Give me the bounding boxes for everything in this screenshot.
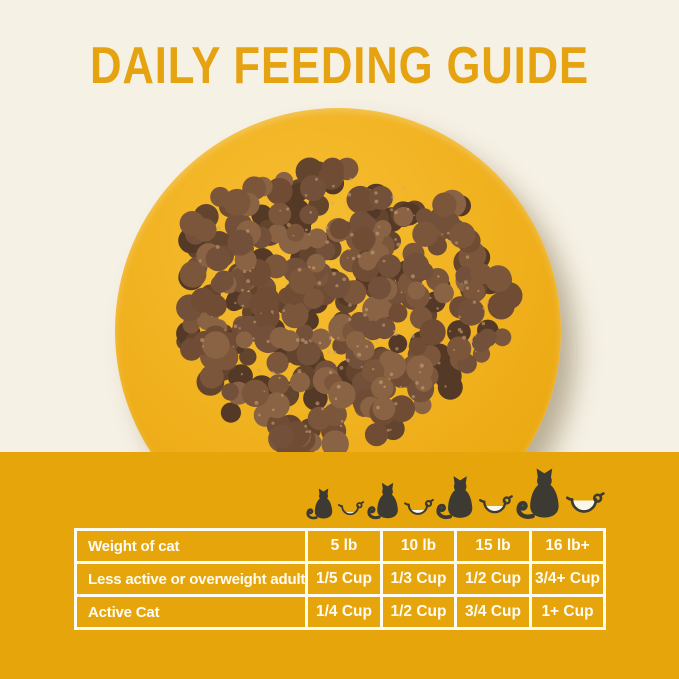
row-header-active: Active Cat bbox=[74, 594, 308, 630]
page-title: DAILY FEEDING GUIDE bbox=[90, 37, 589, 95]
top-section: DAILY FEEDING GUIDE bbox=[90, 37, 589, 452]
row-header-less-active: Less active or overweight adult bbox=[74, 561, 308, 597]
cat-icon bbox=[516, 468, 559, 519]
cat-with-measuring-cup-icon bbox=[367, 481, 435, 520]
table-cell: 15 lb bbox=[454, 528, 532, 564]
measuring-cup-icon bbox=[479, 495, 514, 514]
cat-icon bbox=[436, 476, 473, 519]
cat-icon bbox=[367, 482, 398, 520]
table-row-active: Active Cat 1/4 Cup 1/2 Cup 3/4 Cup 1+ Cu… bbox=[74, 594, 606, 630]
table-cell: 16 lb+ bbox=[529, 528, 606, 564]
table-row-less-active: Less active or overweight adult 1/5 Cup … bbox=[74, 561, 606, 597]
cat-with-measuring-cup-icon bbox=[306, 487, 365, 520]
table-cell: 1/5 Cup bbox=[305, 561, 383, 597]
measuring-cup-icon bbox=[403, 499, 434, 515]
feeding-table: Weight of cat 5 lb 10 lb 15 lb 16 lb+ Le… bbox=[74, 528, 606, 630]
table-cell: 1/3 Cup bbox=[380, 561, 457, 597]
cat-icon bbox=[306, 488, 333, 520]
table-cell: 5 lb bbox=[305, 528, 383, 564]
feeding-info-band: Weight of cat 5 lb 10 lb 15 lb 16 lb+ Le… bbox=[0, 452, 679, 679]
table-cell: 10 lb bbox=[380, 528, 457, 564]
table-cell: 1/4 Cup bbox=[305, 594, 383, 630]
table-cell: 3/4+ Cup bbox=[529, 561, 606, 597]
food-plate bbox=[115, 108, 561, 452]
table-cell: 1/2 Cup bbox=[454, 561, 532, 597]
table-cell: 1/2 Cup bbox=[380, 594, 457, 630]
table-row-weight: Weight of cat 5 lb 10 lb 15 lb 16 lb+ bbox=[74, 528, 606, 564]
cat-with-measuring-cup-icon bbox=[516, 466, 606, 520]
measuring-cup-icon bbox=[338, 501, 365, 516]
row-header-weight: Weight of cat bbox=[74, 528, 308, 564]
table-cell: 1+ Cup bbox=[529, 594, 606, 630]
cat-with-measuring-cup-icon bbox=[436, 474, 514, 520]
cat-cup-icon-row bbox=[306, 462, 606, 520]
measuring-cup-icon bbox=[565, 492, 605, 513]
table-cell: 3/4 Cup bbox=[454, 594, 532, 630]
